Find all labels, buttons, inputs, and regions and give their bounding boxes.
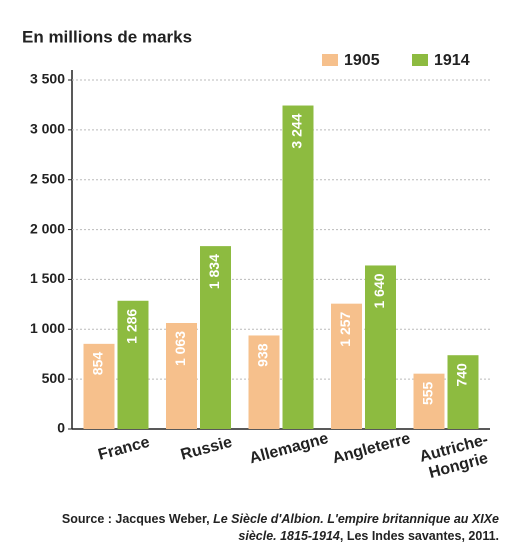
chart-title: En millions de marks [22,27,192,46]
legend-label: 1905 [344,52,380,69]
legend-swatch [412,54,428,66]
legend-swatch [322,54,338,66]
source-text: Source : Jacques Weber, [61,512,214,526]
bar [200,246,231,429]
y-tick-label: 3 500 [30,71,65,87]
x-tick-label: Allemagne [248,430,331,467]
value-label: 854 [90,352,106,376]
y-tick-label: 0 [57,420,65,436]
x-tick-label: Autriche-Hongrie [418,431,495,483]
y-tick-label: 2 500 [30,170,65,186]
value-label: 3 244 [289,113,305,148]
value-label: 555 [420,381,436,405]
bar [331,303,362,429]
source-text: , Les Indes savantes, 2011. [339,529,499,543]
y-tick-label: 1 500 [30,270,65,286]
bar [166,323,197,429]
bar [413,373,445,429]
value-label: 1 834 [206,254,222,289]
y-tick-label: 1 000 [30,320,65,336]
bar [282,105,314,429]
value-label: 1 640 [371,273,387,308]
x-tick-label: Russie [179,434,234,464]
value-label: 740 [454,363,470,387]
legend-label: 1914 [434,52,470,69]
value-label: 938 [255,343,271,367]
y-tick-label: 3 000 [30,121,65,137]
y-tick-label: 2 000 [30,220,65,236]
x-tick-label: Angleterre [331,430,413,467]
bar [83,343,115,429]
y-tick-label: 500 [42,370,66,386]
chart: En millions de marks 0 500 1 000 1 500 2 000… [22,27,495,483]
bar [447,355,479,429]
value-label: 1 286 [124,309,140,344]
x-tick-label: France [96,434,151,464]
bar [248,335,280,429]
source: Source : Jacques Weber, Le Siècle d'Albi… [59,511,499,545]
source-text: Le Siècle d'Albion. L'empire britannique… [213,512,499,543]
value-label: 1 257 [337,311,353,346]
bar [117,300,149,429]
bar [365,265,396,429]
value-label: 1 063 [172,331,188,366]
